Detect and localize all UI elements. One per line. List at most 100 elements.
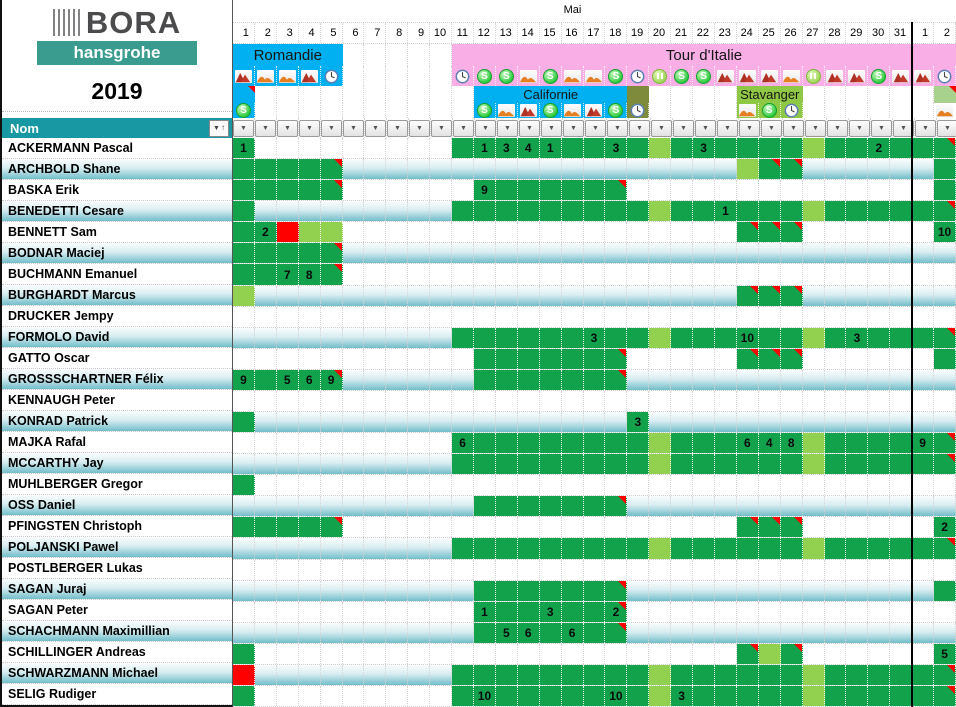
empty-day-cell[interactable] [452,622,474,643]
rest-day-cell[interactable] [802,433,825,454]
empty-day-cell[interactable] [912,306,935,327]
rider-name-cell[interactable]: BENEDETTI Cesare [2,201,232,222]
empty-day-cell[interactable] [671,559,694,580]
race-day-cell[interactable] [934,327,956,348]
empty-day-cell[interactable] [781,369,803,390]
empty-day-cell[interactable] [364,159,387,180]
empty-day-cell[interactable] [496,285,518,306]
race-day-cell[interactable] [539,622,562,643]
empty-day-cell[interactable] [846,559,869,580]
race-day-cell[interactable] [693,433,715,454]
empty-day-cell[interactable] [584,264,606,285]
empty-day-cell[interactable] [627,601,650,622]
race-day-cell[interactable] [736,517,759,538]
empty-day-cell[interactable] [649,390,672,412]
empty-day-cell[interactable] [255,201,277,222]
empty-day-cell[interactable] [277,622,299,643]
empty-day-cell[interactable] [737,496,759,517]
race-day-cell[interactable]: 1 [233,138,255,159]
empty-day-cell[interactable] [868,601,891,622]
race-day-cell[interactable] [627,664,650,686]
race-day-cell[interactable]: 7 [276,264,299,285]
column-filter-button[interactable]: ▼ [673,120,694,137]
empty-day-cell[interactable] [364,601,387,622]
empty-day-cell[interactable] [430,285,453,306]
empty-day-cell[interactable] [868,369,891,390]
empty-day-cell[interactable] [430,201,453,222]
race-day-cell[interactable] [627,138,650,159]
race-day-cell[interactable] [254,180,277,201]
rest-day-cell[interactable] [649,686,672,707]
empty-day-cell[interactable] [671,390,694,412]
race-day-cell[interactable] [254,264,277,285]
empty-day-cell[interactable] [890,475,913,496]
race-day-cell[interactable] [714,538,737,559]
empty-day-cell[interactable] [386,496,409,517]
empty-day-cell[interactable] [649,285,672,306]
race-day-cell[interactable]: 6 [452,433,474,454]
empty-day-cell[interactable] [364,475,387,496]
empty-day-cell[interactable] [518,243,540,264]
empty-day-cell[interactable] [299,686,321,707]
empty-day-cell[interactable] [693,517,715,538]
race-day-cell[interactable] [495,348,518,369]
empty-day-cell[interactable] [321,433,343,454]
empty-day-cell[interactable] [277,306,299,327]
race-day-cell[interactable] [780,686,803,707]
column-filter-button[interactable]: ▼ [717,120,738,137]
empty-day-cell[interactable] [693,559,715,580]
empty-day-cell[interactable] [452,580,474,601]
rest-day-cell[interactable] [320,222,343,243]
empty-day-cell[interactable] [277,686,299,707]
rider-name-cell[interactable]: FORMOLO David [2,327,232,348]
empty-day-cell[interactable] [321,664,343,686]
race-day-cell[interactable] [495,454,518,475]
empty-day-cell[interactable] [364,517,387,538]
empty-day-cell[interactable] [343,622,365,643]
empty-day-cell[interactable] [912,390,935,412]
empty-day-cell[interactable] [277,580,299,601]
empty-day-cell[interactable] [649,348,672,369]
race-day-cell[interactable] [561,180,584,201]
race-day-cell[interactable] [495,496,518,517]
empty-day-cell[interactable] [584,222,606,243]
column-filter-button[interactable]: ▼ [651,120,672,137]
empty-day-cell[interactable] [693,348,715,369]
race-day-cell[interactable] [583,454,606,475]
race-day-cell[interactable] [824,686,847,707]
empty-day-cell[interactable] [715,264,737,285]
race-day-cell[interactable] [583,538,606,559]
empty-day-cell[interactable] [649,559,672,580]
empty-day-cell[interactable] [868,475,891,496]
empty-day-cell[interactable] [649,180,672,201]
empty-day-cell[interactable] [627,622,650,643]
empty-day-cell[interactable] [846,264,869,285]
race-day-cell[interactable] [934,201,956,222]
empty-day-cell[interactable] [430,306,453,327]
race-day-cell[interactable]: 10 [934,222,956,243]
empty-day-cell[interactable] [233,538,255,559]
race-day-cell[interactable] [912,686,935,707]
empty-day-cell[interactable] [715,601,737,622]
race-day-cell[interactable] [517,348,540,369]
race-day-cell[interactable] [890,454,913,475]
race-day-cell[interactable] [583,622,606,643]
empty-day-cell[interactable] [846,180,869,201]
empty-day-cell[interactable] [934,243,956,264]
empty-day-cell[interactable] [715,369,737,390]
race-day-cell[interactable] [539,496,562,517]
column-filter-button[interactable]: ▼ [915,120,936,137]
empty-day-cell[interactable] [693,622,715,643]
empty-day-cell[interactable] [868,243,891,264]
empty-day-cell[interactable] [364,285,387,306]
race-day-cell[interactable] [561,433,584,454]
race-day-cell[interactable] [233,180,255,201]
race-day-cell[interactable] [890,433,913,454]
race-day-cell[interactable] [714,664,737,686]
empty-day-cell[interactable] [321,454,343,475]
race-day-cell[interactable] [824,433,847,454]
race-day-cell[interactable] [276,243,299,264]
race-day-cell[interactable]: 3 [605,138,628,159]
empty-day-cell[interactable] [868,285,891,306]
empty-day-cell[interactable] [386,348,409,369]
